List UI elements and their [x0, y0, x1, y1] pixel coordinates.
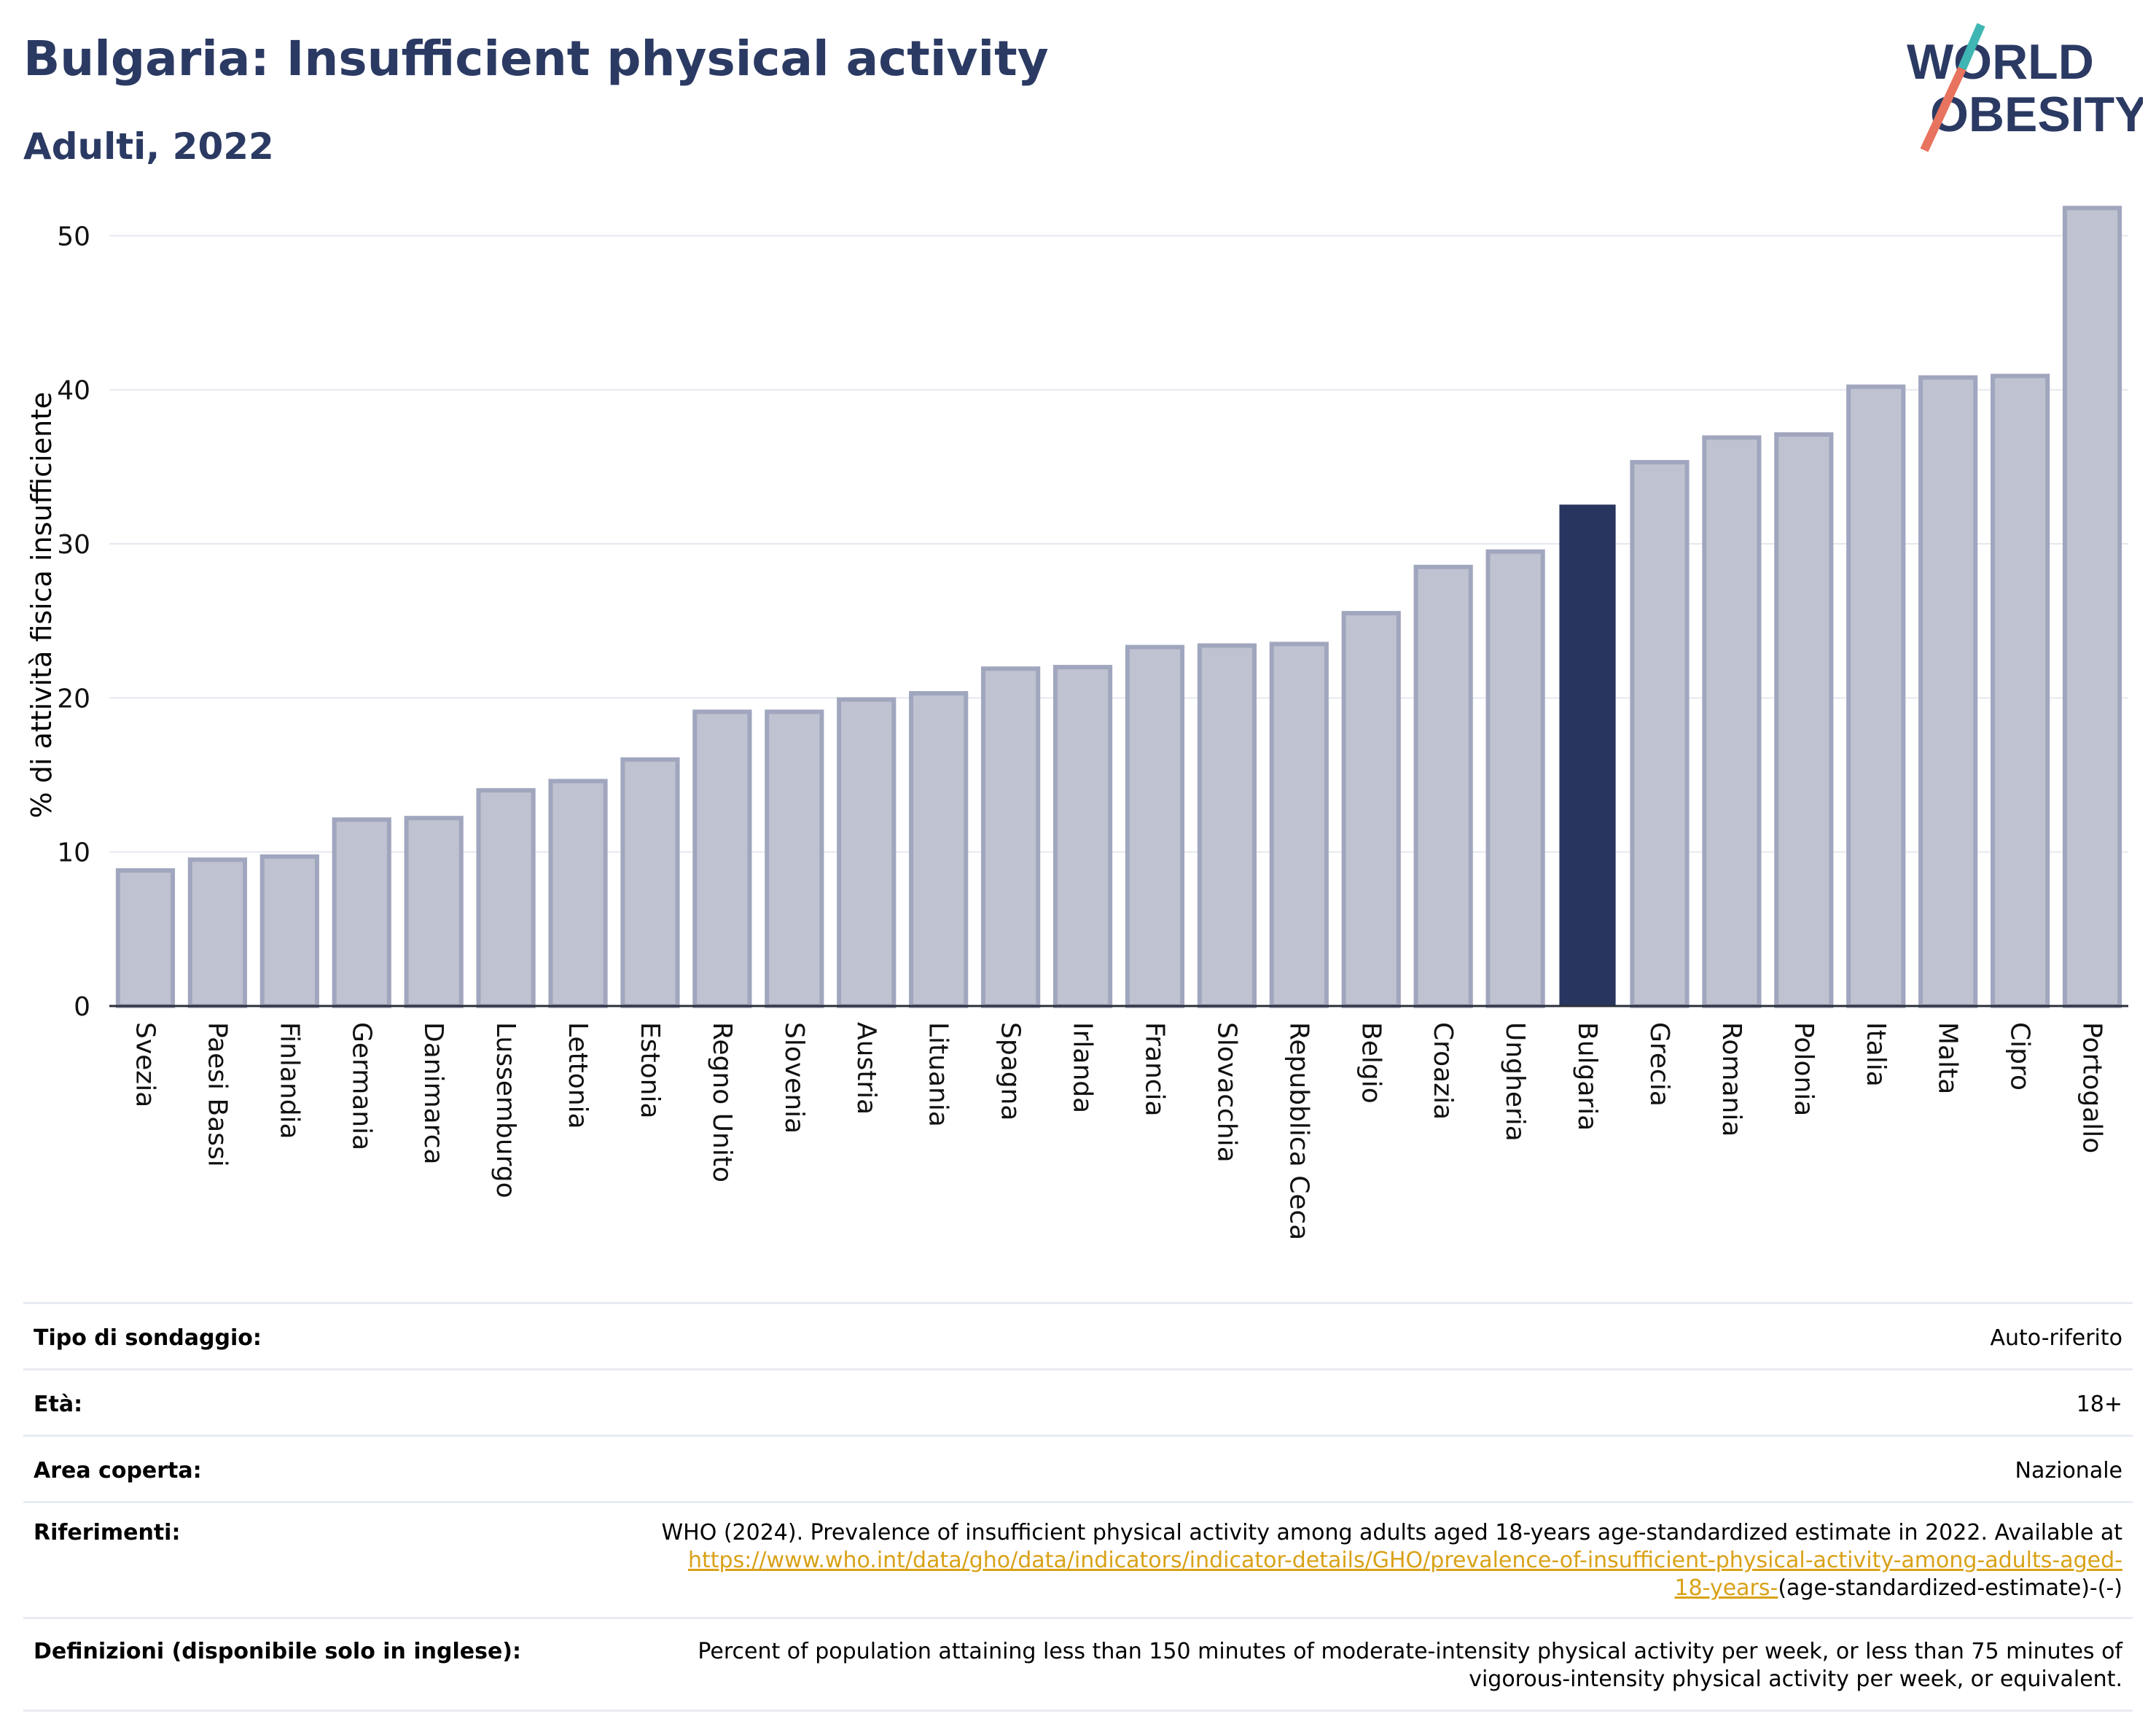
bar-bulgaria[interactable]	[1559, 504, 1616, 1007]
bar-slovacchia[interactable]	[1197, 643, 1257, 1009]
survey-type-value: Auto-riferito	[1990, 1325, 2122, 1351]
x-tick-label: Lussemburgo	[491, 1022, 520, 1198]
survey-type-row: Tipo di sondaggio: Auto-riferito	[23, 1302, 2133, 1368]
bar-belgio[interactable]	[1341, 611, 1401, 1008]
x-tick-label: Polonia	[1789, 1022, 1819, 1116]
x-tick-label: Svezia	[130, 1022, 160, 1107]
survey-type-label: Tipo di sondaggio:	[34, 1325, 262, 1351]
x-tick-label: Slovacchia	[1211, 1022, 1241, 1163]
definitions-value: Percent of population attaining less tha…	[698, 1638, 2133, 1693]
bar-portogallo[interactable]	[2062, 206, 2122, 1008]
x-tick-label: Belgio	[1356, 1022, 1386, 1104]
references-tail: (age-standardized-estimate)-(-)	[1778, 1575, 2122, 1601]
bar-paesi-bassi[interactable]	[187, 857, 247, 1008]
x-tick-label: Estonia	[635, 1022, 665, 1119]
metadata-table: Tipo di sondaggio: Auto-riferito Età: 18…	[23, 1302, 2133, 1712]
definitions-row: Definizioni (disponibile solo in inglese…	[23, 1617, 2133, 1712]
x-tick-label: Malta	[1933, 1022, 1963, 1094]
reference-link-cont[interactable]: 18-years-	[1674, 1575, 1778, 1601]
x-tick-label: Francia	[1139, 1022, 1169, 1117]
x-tick-label: Croazia	[1428, 1022, 1458, 1120]
bar-estonia[interactable]	[620, 757, 680, 1009]
logo-line-2: OBESITY	[1930, 87, 2143, 142]
bar-malta[interactable]	[1918, 375, 1978, 1008]
bar-lituania[interactable]	[909, 691, 969, 1008]
bar-ungheria[interactable]	[1485, 549, 1545, 1008]
bar-lussemburgo[interactable]	[476, 788, 536, 1009]
bars	[115, 206, 2122, 1009]
age-label: Età:	[34, 1392, 83, 1417]
x-tick-label: Germania	[346, 1022, 376, 1150]
references-text: WHO (2024). Prevalence of insufficient p…	[661, 1520, 2122, 1545]
x-tick-label: Austria	[851, 1022, 881, 1115]
x-tick-label: Lettonia	[563, 1022, 593, 1129]
bar-repubblica-ceca[interactable]	[1269, 642, 1329, 1008]
x-tick-label: Cipro	[2005, 1022, 2035, 1091]
x-tick-label: Danimarca	[418, 1022, 448, 1165]
bar-regno-unito[interactable]	[692, 709, 752, 1009]
x-tick-label: Irlanda	[1068, 1022, 1098, 1113]
area-row: Area coperta: Nazionale	[23, 1435, 2133, 1501]
bar-svezia[interactable]	[115, 868, 176, 1008]
y-tick-label: 50	[57, 222, 90, 252]
bar-chart: 0 10 20 30 40 50 Svezia Paesi Bassi Finlandia Ge…	[26, 206, 2128, 1240]
age-row: Età: 18+	[23, 1368, 2133, 1435]
logo-slash-bottom	[1920, 66, 1966, 152]
y-tick-label: 10	[57, 838, 90, 868]
definitions-label: Definizioni (disponibile solo in inglese…	[34, 1639, 521, 1664]
world-obesity-logo: WORLD OBESITY	[1907, 23, 2143, 152]
bar-irlanda[interactable]	[1052, 665, 1113, 1009]
x-tick-label: Finlandia	[274, 1022, 304, 1139]
bar-austria[interactable]	[837, 697, 897, 1008]
bar-spagna[interactable]	[981, 666, 1041, 1008]
bar-croazia[interactable]	[1413, 564, 1473, 1008]
bar-danimarca[interactable]	[404, 816, 464, 1009]
area-value: Nazionale	[2015, 1458, 2122, 1483]
references-row: Riferimenti: WHO (2024). Prevalence of i…	[23, 1501, 2133, 1617]
x-tick-label: Slovenia	[779, 1022, 809, 1134]
definitions-line-1: Percent of population attaining less tha…	[698, 1639, 2122, 1664]
x-tick-label: Regno Unito	[707, 1022, 737, 1182]
x-tick-label: Lituania	[923, 1022, 953, 1127]
x-tick-label: Bulgaria	[1572, 1022, 1602, 1131]
bar-polonia[interactable]	[1774, 432, 1834, 1008]
chart-subtitle: Adulti, 2022	[23, 125, 274, 168]
x-tick-label: Ungheria	[1500, 1022, 1530, 1142]
bar-francia[interactable]	[1125, 644, 1185, 1008]
reference-link[interactable]: https://www.who.int/data/gho/data/indica…	[688, 1548, 2122, 1573]
y-axis-ticks: 0 10 20 30 40 50	[57, 222, 90, 1022]
x-axis-labels: Svezia Paesi Bassi Finlandia Germania Danima…	[130, 1022, 2106, 1240]
bar-slovenia[interactable]	[765, 709, 824, 1009]
bar-finlandia[interactable]	[259, 854, 319, 1009]
y-tick-label: 40	[57, 376, 90, 406]
x-tick-label: Repubblica Ceca	[1284, 1022, 1313, 1240]
bar-lettonia[interactable]	[548, 779, 608, 1008]
x-tick-label: Italia	[1861, 1022, 1891, 1087]
bar-romania[interactable]	[1702, 435, 1762, 1008]
logo-slash-top	[1958, 23, 1985, 71]
references-label: Riferimenti:	[34, 1520, 181, 1545]
logo-line-1: WORLD	[1907, 34, 2094, 90]
y-axis-title: % di attività fisica insufficiente	[26, 392, 58, 819]
x-tick-label: Portogallo	[2077, 1022, 2107, 1153]
bar-grecia[interactable]	[1630, 460, 1690, 1008]
y-tick-label: 0	[74, 992, 90, 1022]
x-tick-label: Grecia	[1644, 1022, 1674, 1107]
bar-cipro[interactable]	[1991, 373, 2050, 1008]
bar-italia[interactable]	[1846, 384, 1906, 1008]
chart-title: Bulgaria: Insufficient physical activity	[23, 31, 1049, 87]
age-value: 18+	[2076, 1392, 2122, 1417]
bar-germania[interactable]	[332, 817, 391, 1008]
references-value: WHO (2024). Prevalence of insufficient p…	[661, 1519, 2133, 1602]
definitions-line-2: vigorous-intensity physical activity per…	[1469, 1666, 2122, 1692]
x-tick-label: Romania	[1716, 1022, 1746, 1136]
area-label: Area coperta:	[34, 1458, 202, 1483]
x-tick-label: Spagna	[996, 1022, 1026, 1121]
y-tick-label: 20	[57, 684, 90, 714]
x-tick-label: Paesi Bassi	[202, 1022, 232, 1167]
y-tick-label: 30	[57, 530, 90, 560]
